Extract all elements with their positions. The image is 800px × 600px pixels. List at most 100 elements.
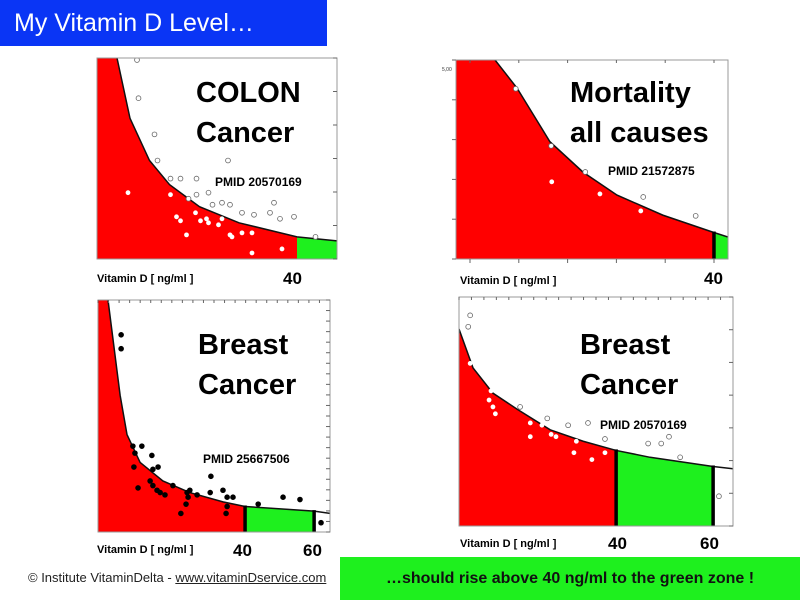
red-zone [459,329,617,526]
data-point [135,485,141,491]
data-point [239,209,245,216]
green-zone-banner: …should rise above 40 ng/ml to the green… [340,557,800,600]
data-point [193,175,200,182]
data-point [125,190,131,196]
chart-3-xlabel: Vitamin D [ ng/ml ] [97,544,194,556]
data-point [230,494,236,501]
data-point [549,179,555,185]
data-point [187,487,193,494]
data-point [492,411,498,417]
red-zone [98,300,246,532]
data-point [297,496,303,503]
data-point [207,489,214,496]
data-point [130,443,136,449]
red-zone [97,58,297,259]
chart-3-xtick-60: 60 [303,541,322,560]
data-point [571,450,577,456]
chart-2-title-line-2: all causes [570,117,709,149]
data-point [267,209,273,216]
data-point [553,434,559,440]
data-point [638,208,644,214]
chart-2-xlabel: Vitamin D [ ng/ml ] [460,275,557,287]
data-point [205,189,212,196]
chart-4-xtick-60: 60 [700,534,719,553]
data-point [539,422,545,428]
data-point [183,501,189,507]
data-point [318,519,324,526]
chart-1-title-line-2: Cancer [196,117,295,149]
data-point [280,494,286,501]
data-point [134,58,140,63]
chart-1-title-line-1: COLON [196,77,301,109]
data-point [219,216,225,222]
data-point [279,246,285,252]
fitted-curve [459,328,733,470]
chart-plot-area [459,312,733,526]
footer-website-link[interactable]: www.vitaminDservice.com [175,570,327,585]
data-point [185,195,192,202]
data-point [602,436,608,442]
data-point [223,510,229,517]
chart-3-title-line-2: Cancer [198,369,297,401]
data-point [162,492,168,498]
chart-4-title-line-1: Breast [580,329,671,361]
green-zone [616,450,714,526]
chart-1-pmid: PMID 20570169 [215,175,302,189]
data-point [249,250,255,256]
fitted-curve [107,300,330,515]
data-point [227,201,233,208]
data-point [645,440,651,447]
data-point [194,492,200,498]
data-point [151,131,158,138]
chart-1-xlabel: Vitamin D [ ng/ml ] [97,273,194,285]
data-point [224,494,230,501]
data-point [582,169,589,175]
chart-2-ytick-top: 5,00 [442,67,452,73]
chart-3-pmid: PMID 25667506 [203,452,290,466]
fitted-curve [116,58,337,242]
data-point [512,85,519,92]
chart-4-title-line-2: Cancer [580,369,679,401]
chart-4 [458,296,734,527]
data-point [488,388,494,394]
data-point [132,450,138,456]
data-point [277,216,283,222]
data-point [548,431,554,437]
chart-2-pmid: PMID 21572875 [608,164,695,178]
data-point [527,434,533,440]
chart-1 [96,57,338,260]
data-point [168,192,173,198]
red-zone [456,60,714,259]
chart-plot-area [456,60,728,259]
data-point [184,232,189,238]
data-point [565,422,571,429]
data-point [225,157,231,164]
data-point [658,440,665,447]
data-point [131,464,137,470]
data-point [219,199,225,206]
data-point [517,404,523,410]
chart-3 [97,299,331,533]
data-point [291,213,297,220]
footer-copyright: © Institute VitaminDelta - [28,570,176,585]
data-point [467,312,473,319]
data-point [118,345,124,352]
data-point [118,331,124,338]
data-point [527,420,533,426]
data-point [198,218,203,224]
data-point [573,438,579,444]
data-point [193,191,200,198]
data-point [147,478,153,484]
data-point [178,218,183,224]
data-point [224,503,230,510]
chart-4-pmid: PMID 20570169 [600,418,687,432]
data-point [312,234,319,240]
data-point [167,175,174,182]
data-point [155,464,161,470]
green-zone [297,236,337,259]
data-point [139,443,145,449]
data-point [174,214,179,220]
data-point [178,510,184,517]
data-point [239,230,245,236]
data-point [544,415,551,422]
